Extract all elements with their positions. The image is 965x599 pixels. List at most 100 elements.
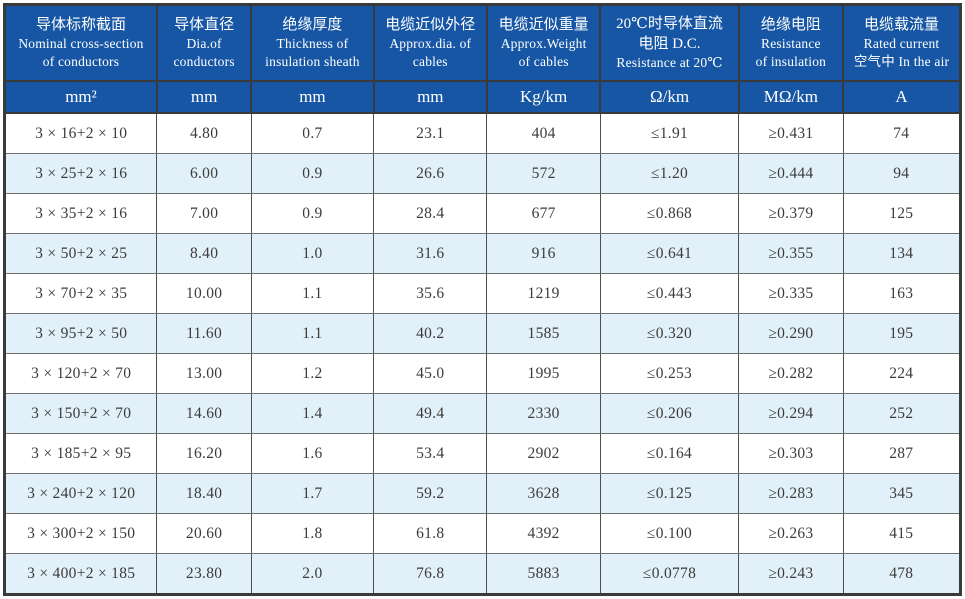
table-cell: 1.1 (250, 273, 375, 314)
unit-cell-rated-current: A (842, 80, 962, 114)
table-cell: ≤0.206 (599, 393, 740, 434)
table-row: 3 × 35+2 × 16 7.00 0.9 28.4 677 ≤0.868 ≥0.379 1… (3, 193, 962, 234)
unit-cell-cable-dia: mm (372, 80, 488, 114)
table-cell: 3 × 50+2 × 25 (3, 233, 158, 274)
table-row: 3 × 240+2 × 120 18.40 1.7 59.2 3628 ≤0.125 ≥0.… (3, 473, 962, 514)
header-line: Resistance (761, 35, 821, 51)
table-row: 3 × 95+2 × 50 11.60 1.1 40.2 1585 ≤0.320 ≥0.29… (3, 313, 962, 354)
table-cell: ≤0.253 (599, 353, 740, 394)
table-cell: 3 × 300+2 × 150 (3, 513, 158, 554)
table-cell: ≥0.431 (738, 112, 844, 154)
table-cell: 1585 (486, 313, 601, 354)
unit-cell-cross-section: mm² (3, 80, 158, 114)
table-cell: 3 × 25+2 × 16 (3, 153, 158, 194)
table-cell: 916 (486, 233, 601, 274)
table-row: 3 × 50+2 × 25 8.40 1.0 31.6 916 ≤0.641 ≥0.355 1… (3, 233, 962, 274)
table-cell: ≤0.125 (599, 473, 740, 514)
table-row: 3 × 120+2 × 70 13.00 1.2 45.0 1995 ≤0.253 ≥0.2… (3, 353, 962, 394)
cable-spec-table: 导体标称截面 Nominal cross-section of conducto… (3, 3, 962, 596)
table-cell: 3628 (486, 473, 601, 514)
table-cell: 125 (842, 193, 962, 234)
table-cell: 195 (842, 313, 962, 354)
header-line: conductors (173, 54, 235, 70)
table-cell: 53.4 (373, 433, 488, 474)
table-cell: 5883 (486, 553, 601, 595)
table-row: 3 × 150+2 × 70 14.60 1.4 49.4 2330 ≤0.206 ≥0.2… (3, 393, 962, 434)
col-header-dc-resistance: 20℃时导体直流 电阻 D.C. Resistance at 20℃ (599, 3, 740, 82)
table-cell: 1.4 (250, 393, 375, 434)
table-cell: 3 × 120+2 × 70 (3, 353, 158, 394)
header-line: 电阻 D.C. (638, 35, 701, 52)
table-cell: 415 (842, 513, 962, 554)
col-header-insulation-thickness: 绝缘厚度 Thickness of insulation sheath (250, 3, 375, 82)
table-row: 3 × 300+2 × 150 20.60 1.8 61.8 4392 ≤0.100 ≥0.… (3, 513, 962, 554)
table-cell: 2330 (486, 393, 601, 434)
table-cell: 224 (842, 353, 962, 394)
table-cell: 1995 (486, 353, 601, 394)
table-cell: 3 × 150+2 × 70 (3, 393, 158, 434)
table-cell: ≥0.263 (738, 513, 844, 554)
table-cell: 163 (842, 273, 962, 314)
table-cell: 94 (842, 153, 962, 194)
table-cell: 13.00 (156, 353, 252, 394)
table-row: 3 × 25+2 × 16 6.00 0.9 26.6 572 ≤1.20 ≥0.444 94 (3, 153, 962, 194)
unit-cell-insulation-thickness: mm (250, 80, 375, 114)
table-cell: 45.0 (373, 353, 488, 394)
table-cell: 26.6 (373, 153, 488, 194)
table-cell: ≤0.164 (599, 433, 740, 474)
table-cell: 0.7 (250, 112, 375, 154)
table-cell: 404 (486, 112, 601, 154)
col-header-rated-current: 电缆载流量 Rated current 空气中 In the air (842, 3, 962, 82)
units-row: mm² mm mm mm Kg/km Ω/km MΩ/km A (3, 80, 962, 114)
table-cell: 74 (842, 112, 962, 154)
table-cell: 61.8 (373, 513, 488, 554)
table-cell: ≥0.355 (738, 233, 844, 274)
table-cell: 1219 (486, 273, 601, 314)
table-cell: ≥0.290 (738, 313, 844, 354)
header-line: 空气中 In the air (853, 54, 950, 70)
table-cell: ≤1.20 (599, 153, 740, 194)
unit-cell-dc-resistance: Ω/km (599, 80, 740, 114)
header-line: insulation sheath (265, 54, 360, 70)
unit-cell-insulation-resistance: MΩ/km (737, 80, 845, 114)
table-cell: 11.60 (156, 313, 252, 354)
table-cell: 8.40 (156, 233, 252, 274)
header-line: Dia.of (186, 35, 222, 51)
header-line: 导体直径 (174, 16, 235, 33)
table-row: 3 × 400+2 × 185 23.80 2.0 76.8 5883 ≤0.0778 ≥0… (3, 553, 962, 595)
table-cell: 252 (842, 393, 962, 434)
table-cell: 4.80 (156, 112, 252, 154)
table-cell: 7.00 (156, 193, 252, 234)
table-cell: 3 × 95+2 × 50 (3, 313, 158, 354)
table-cell: ≥0.303 (738, 433, 844, 474)
table-cell: 3 × 240+2 × 120 (3, 473, 158, 514)
header-line: Approx.dia. of (389, 35, 472, 51)
table-row: 3 × 70+2 × 35 10.00 1.1 35.6 1219 ≤0.443 ≥0.33… (3, 273, 962, 314)
table-cell: 76.8 (373, 553, 488, 595)
table-cell: 1.2 (250, 353, 375, 394)
table-cell: 6.00 (156, 153, 252, 194)
table-cell: ≤0.320 (599, 313, 740, 354)
table-cell: ≤1.91 (599, 112, 740, 154)
table-cell: ≥0.444 (738, 153, 844, 194)
table-cell: 31.6 (373, 233, 488, 274)
table-cell: 1.0 (250, 233, 375, 274)
table-cell: 1.7 (250, 473, 375, 514)
header-line: 绝缘电阻 (760, 16, 821, 33)
table-cell: ≥0.294 (738, 393, 844, 434)
table-cell: 677 (486, 193, 601, 234)
header-line: 电缆近似重量 (498, 16, 589, 33)
table-cell: 345 (842, 473, 962, 514)
table-cell: 478 (842, 553, 962, 595)
header-line: Thickness of (276, 35, 349, 51)
table-cell: 2.0 (250, 553, 375, 595)
table-cell: ≤0.443 (599, 273, 740, 314)
table-cell: 28.4 (373, 193, 488, 234)
table-cell: 20.60 (156, 513, 252, 554)
header-line: 20℃时导体直流 (616, 15, 723, 32)
table-cell: 59.2 (373, 473, 488, 514)
table-cell: 40.2 (373, 313, 488, 354)
table-cell: 1.8 (250, 513, 375, 554)
table-cell: ≤0.868 (599, 193, 740, 234)
table-cell: 134 (842, 233, 962, 274)
